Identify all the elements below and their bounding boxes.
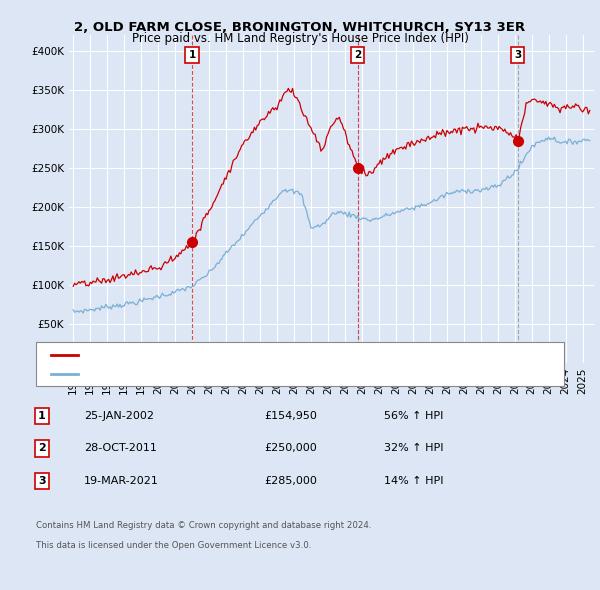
Text: 2: 2 bbox=[38, 444, 46, 453]
Text: 2, OLD FARM CLOSE, BRONINGTON, WHITCHURCH, SY13 3ER: 2, OLD FARM CLOSE, BRONINGTON, WHITCHURC… bbox=[74, 21, 526, 34]
Text: 28-OCT-2011: 28-OCT-2011 bbox=[84, 444, 157, 453]
Text: Price paid vs. HM Land Registry's House Price Index (HPI): Price paid vs. HM Land Registry's House … bbox=[131, 32, 469, 45]
Text: HPI: Average price, detached house, Wrexham: HPI: Average price, detached house, Wrex… bbox=[84, 369, 326, 379]
Text: 19-MAR-2021: 19-MAR-2021 bbox=[84, 476, 159, 486]
Text: 3: 3 bbox=[514, 50, 521, 60]
Text: £285,000: £285,000 bbox=[264, 476, 317, 486]
Text: £250,000: £250,000 bbox=[264, 444, 317, 453]
Text: 14% ↑ HPI: 14% ↑ HPI bbox=[384, 476, 443, 486]
Text: 32% ↑ HPI: 32% ↑ HPI bbox=[384, 444, 443, 453]
Text: 56% ↑ HPI: 56% ↑ HPI bbox=[384, 411, 443, 421]
Text: 2, OLD FARM CLOSE, BRONINGTON, WHITCHURCH, SY13 3ER (detached house): 2, OLD FARM CLOSE, BRONINGTON, WHITCHURC… bbox=[84, 350, 494, 359]
Text: 2: 2 bbox=[354, 50, 361, 60]
Text: 25-JAN-2002: 25-JAN-2002 bbox=[84, 411, 154, 421]
Text: 1: 1 bbox=[38, 411, 46, 421]
Text: Contains HM Land Registry data © Crown copyright and database right 2024.: Contains HM Land Registry data © Crown c… bbox=[36, 520, 371, 530]
Text: 1: 1 bbox=[188, 50, 196, 60]
Text: £154,950: £154,950 bbox=[264, 411, 317, 421]
Text: 3: 3 bbox=[38, 476, 46, 486]
Text: This data is licensed under the Open Government Licence v3.0.: This data is licensed under the Open Gov… bbox=[36, 541, 311, 550]
